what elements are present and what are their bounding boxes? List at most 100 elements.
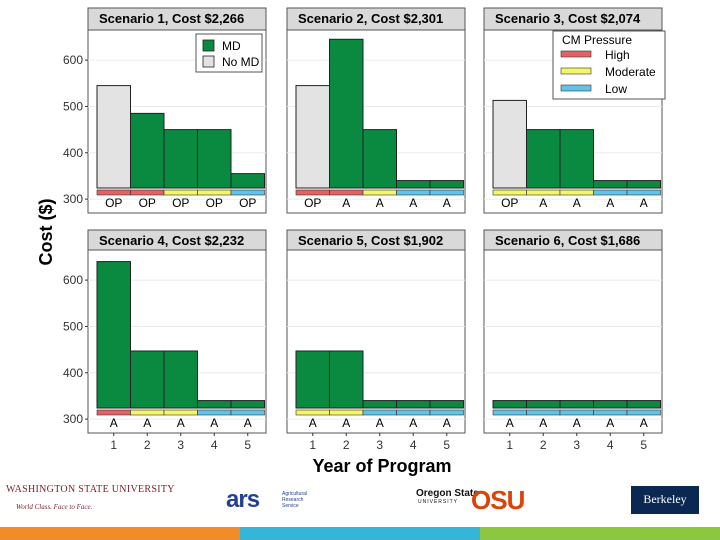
pressure-band	[559, 189, 594, 196]
bar	[429, 180, 464, 189]
x-tick-label: 3	[573, 438, 580, 452]
panel-title: Scenario 5, Cost $1,902	[298, 233, 443, 248]
bar-label: A	[342, 196, 350, 210]
pressure-band	[526, 409, 561, 416]
x-tick-label: 5	[640, 438, 647, 452]
chart: Scenario 1, Cost $2,266 OP OP OP OP OP 300 400 5…	[36, 7, 666, 476]
bar-label: OP	[304, 196, 321, 210]
berkeley-logo: Berkeley	[631, 486, 699, 514]
bar	[429, 400, 464, 409]
bar	[626, 180, 661, 189]
footer-color-bar	[0, 527, 240, 540]
bar-label: OP	[105, 196, 122, 210]
pressure-band	[197, 189, 232, 196]
legend-label: Low	[605, 82, 627, 96]
bar	[559, 129, 594, 189]
bar-label: A	[606, 416, 614, 430]
bar-label: A	[143, 416, 151, 430]
wsu-name: WASHINGTON STATE UNIVERSITY	[6, 484, 175, 495]
y-tick-label: 400	[63, 146, 83, 160]
osu-logo: Oregon State UNIVERSITY OSU	[416, 485, 526, 518]
bar-label: A	[506, 416, 514, 430]
x-tick-label: 5	[244, 438, 251, 452]
bar	[593, 400, 628, 409]
x-tick-label: 1	[110, 438, 117, 452]
pressure-band	[329, 189, 364, 196]
x-tick-label: 5	[443, 438, 450, 452]
y-tick-label: 500	[63, 99, 83, 113]
panel-title: Scenario 2, Cost $2,301	[298, 11, 443, 26]
bar	[593, 180, 628, 189]
pressure-band	[526, 189, 561, 196]
x-tick-label: 2	[144, 438, 151, 452]
pressure-band	[492, 189, 527, 196]
bar	[362, 400, 397, 409]
pressure-band	[163, 409, 198, 416]
y-tick-label: 300	[63, 192, 83, 206]
y-tick-label: 400	[63, 366, 83, 380]
x-tick-label: 3	[376, 438, 383, 452]
bar	[492, 400, 527, 409]
pressure-band	[197, 409, 232, 416]
bar-label: OP	[139, 196, 156, 210]
bar-label: A	[110, 416, 118, 430]
footer-color-bar	[240, 527, 480, 540]
pressure-band	[492, 409, 527, 416]
pressure-band	[362, 409, 397, 416]
y-tick-label: 600	[63, 273, 83, 287]
bar-label: A	[342, 416, 350, 430]
bar-label: A	[539, 196, 547, 210]
osu-mark: OSU	[471, 485, 525, 515]
x-tick-label: 4	[211, 438, 218, 452]
x-tick-label: 2	[343, 438, 350, 452]
bar-label: A	[409, 416, 417, 430]
bar-label: A	[409, 196, 417, 210]
x-tick-label: 2	[540, 438, 547, 452]
pressure-band	[163, 189, 198, 196]
bar	[396, 180, 431, 189]
x-tick-label: 3	[177, 438, 184, 452]
bar	[626, 400, 661, 409]
pressure-band	[362, 189, 397, 196]
bar-label: A	[376, 196, 384, 210]
bar	[163, 350, 198, 409]
wsu-tagline: World Class. Face to Face.	[16, 503, 93, 511]
bar	[492, 99, 527, 189]
bar	[295, 350, 330, 409]
pressure-band	[295, 189, 330, 196]
panel-title: Scenario 3, Cost $2,074	[495, 11, 641, 26]
osu-university: UNIVERSITY	[418, 499, 459, 505]
panel-title: Scenario 4, Cost $2,232	[99, 233, 244, 248]
legend-swatch	[560, 67, 592, 75]
legend-label: Moderate	[605, 65, 656, 79]
panel-title: Scenario 1, Cost $2,266	[99, 11, 244, 26]
bar-label: OP	[501, 196, 518, 210]
bar	[329, 38, 364, 189]
osu-name: Oregon State	[416, 488, 479, 499]
bar-label: A	[573, 196, 581, 210]
pressure-band	[96, 189, 131, 196]
pressure-band	[230, 189, 265, 196]
ars-text: Agricultural Research Service	[282, 491, 308, 509]
bar	[197, 400, 232, 409]
pressure-band	[429, 409, 464, 416]
pressure-band	[96, 409, 131, 416]
x-tick-label: 1	[309, 438, 316, 452]
y-tick-label: 600	[63, 53, 83, 67]
bar	[329, 350, 364, 409]
bar-label: OP	[206, 196, 223, 210]
pressure-band	[626, 189, 661, 196]
bar-label: OP	[172, 196, 189, 210]
wsu-logo: WASHINGTON STATE UNIVERSITY World Class.…	[6, 484, 175, 526]
bar-label: A	[640, 416, 648, 430]
pressure-band	[130, 189, 165, 196]
bar-label: A	[539, 416, 547, 430]
legend-swatch	[202, 39, 215, 52]
legend-label: MD	[222, 39, 241, 53]
bar	[295, 85, 330, 189]
y-tick-label: 300	[63, 412, 83, 426]
pressure-band	[429, 189, 464, 196]
bar	[526, 129, 561, 189]
pressure-band	[593, 189, 628, 196]
y-tick-label: 500	[63, 319, 83, 333]
